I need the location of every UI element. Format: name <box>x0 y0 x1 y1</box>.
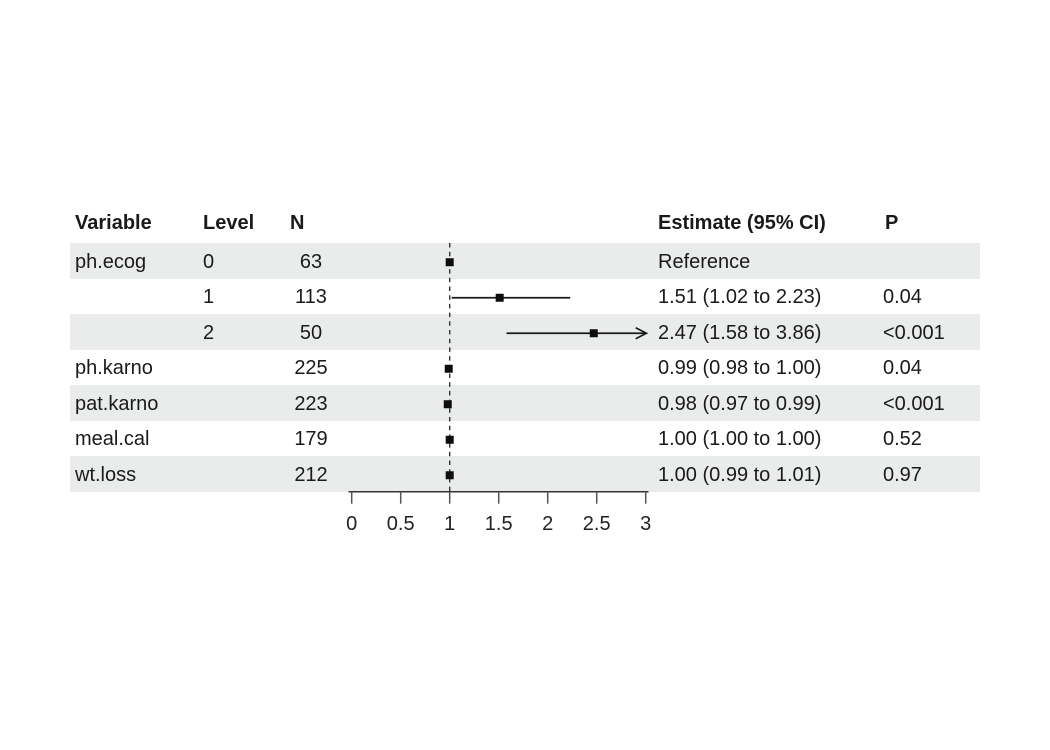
x-axis-tick-label: 2.5 <box>583 513 611 535</box>
cell-p: <0.001 <box>883 392 945 415</box>
cell-estimate: 0.98 (0.97 to 0.99) <box>658 392 822 415</box>
row-stripe <box>70 314 980 350</box>
x-axis-tick-label: 0 <box>346 513 357 535</box>
cell-n: 63 <box>299 250 323 273</box>
point-marker <box>444 364 453 373</box>
row-stripe <box>70 243 980 279</box>
column-header-variable: Variable <box>75 212 152 234</box>
column-header-level: Level <box>203 212 255 234</box>
cell-p: 0.04 <box>883 357 922 379</box>
cell-level: 1 <box>203 286 215 308</box>
cell-p: 0.52 <box>883 428 922 450</box>
cell-estimate: 2.47 (1.58 to 3.86) <box>658 321 822 344</box>
cell-variable: meal.cal <box>75 428 150 450</box>
cell-p: 0.04 <box>883 286 922 308</box>
cell-n: 179 <box>294 428 328 450</box>
cell-p: 0.97 <box>883 463 922 486</box>
cell-estimate: 1.00 (1.00 to 1.00) <box>658 428 822 450</box>
column-header-estimate: Estimate (95% CI) <box>658 212 826 234</box>
cell-n: 225 <box>294 357 328 379</box>
row-stripe <box>70 385 980 421</box>
cell-level: 0 <box>203 250 215 273</box>
cell-estimate: 1.51 (1.02 to 2.23) <box>658 286 822 308</box>
cell-p: <0.001 <box>883 321 945 344</box>
point-marker <box>495 293 504 302</box>
cell-n: 223 <box>294 392 328 415</box>
x-axis-tick-label: 1.5 <box>485 513 513 535</box>
x-axis-tick-label: 2 <box>542 513 553 535</box>
cell-estimate: 0.99 (0.98 to 1.00) <box>658 357 822 379</box>
x-axis-tick-label: 0.5 <box>387 513 415 535</box>
cell-n: 50 <box>299 321 323 344</box>
cell-variable: ph.karno <box>75 357 153 379</box>
cell-variable: pat.karno <box>75 392 159 415</box>
point-marker <box>445 435 454 444</box>
x-axis-tick-label: 1 <box>444 513 455 535</box>
cell-n: 113 <box>295 286 327 308</box>
cell-variable: ph.ecog <box>75 250 147 273</box>
cell-estimate: Reference <box>658 250 751 273</box>
column-header-p: P <box>885 212 899 234</box>
x-axis-tick-label: 3 <box>640 513 651 535</box>
cell-estimate: 1.00 (0.99 to 1.01) <box>658 463 822 486</box>
cell-n: 212 <box>294 463 328 486</box>
cell-level: 2 <box>203 321 215 344</box>
column-header-n: N <box>290 212 305 234</box>
row-stripe <box>70 456 980 492</box>
cell-variable: wt.loss <box>75 463 137 486</box>
